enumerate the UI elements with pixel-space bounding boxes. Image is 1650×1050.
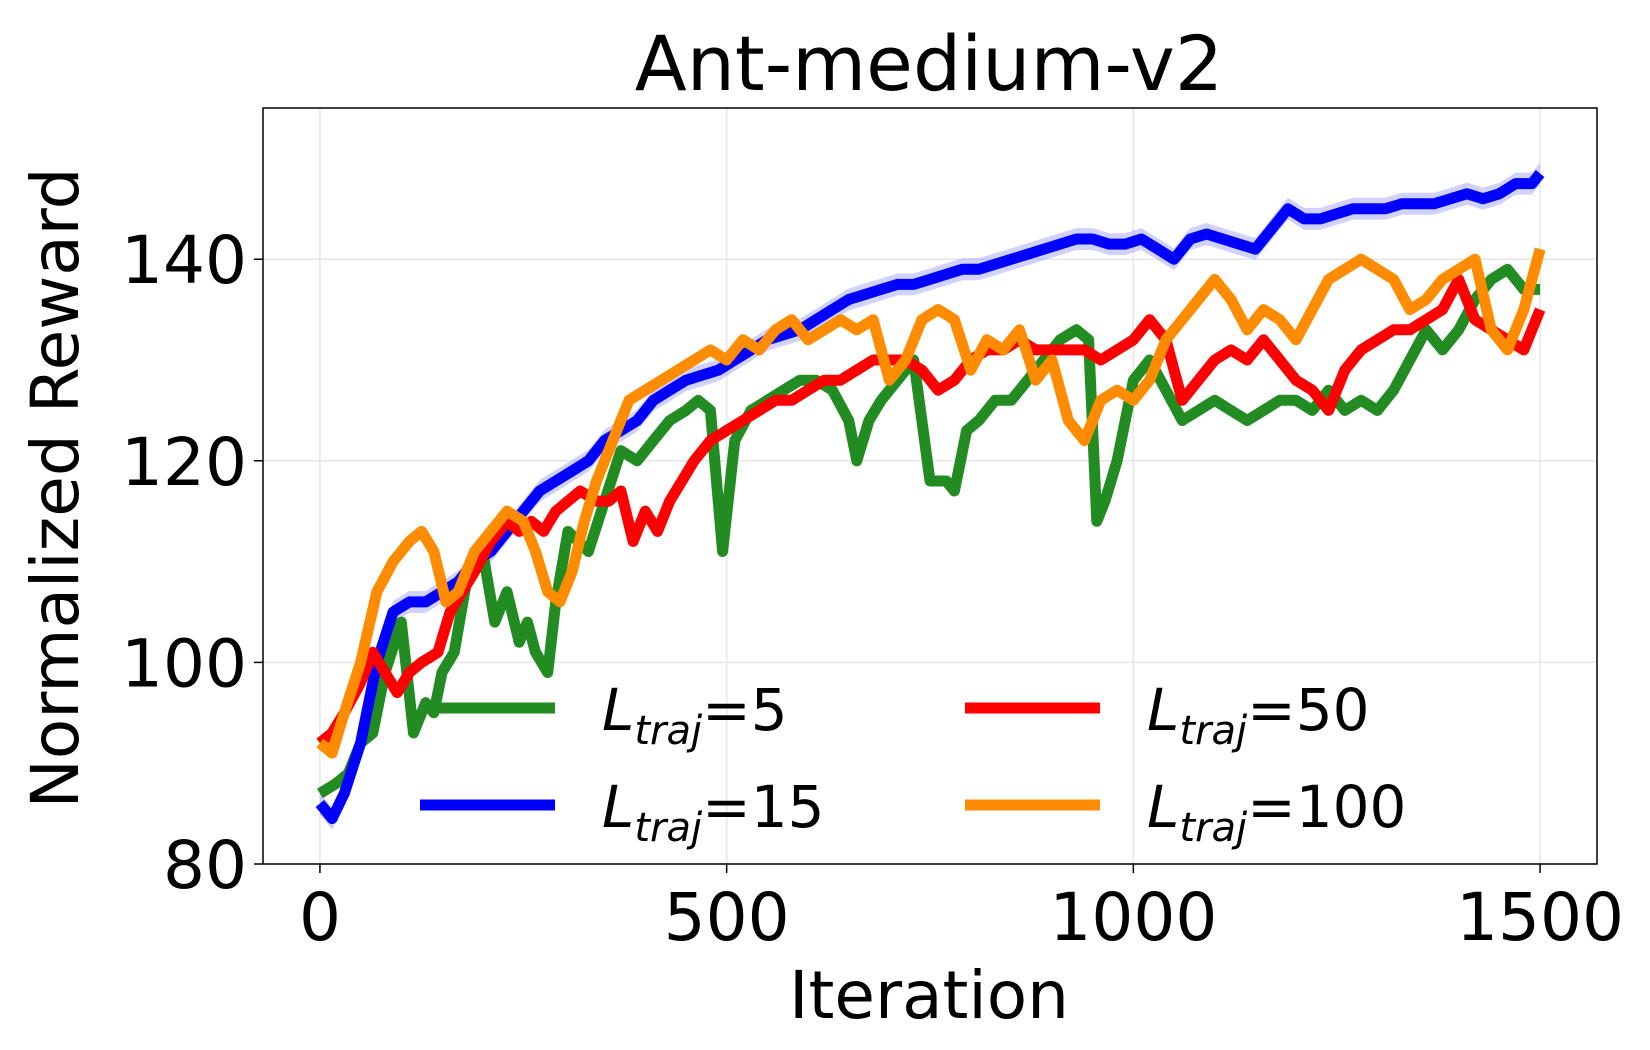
- x-axis-ticks: 0 500 1000 1500: [299, 864, 1624, 956]
- series-lines: [315, 170, 1546, 825]
- y-tick-label: 80: [163, 827, 247, 904]
- x-tick-label: 1000: [1049, 879, 1217, 956]
- plot-frame: [262, 107, 1598, 865]
- legend-entry-1: Ltraj=5: [420, 676, 788, 754]
- legend-label-main: L: [602, 773, 634, 841]
- y-tick-label: 100: [121, 625, 247, 702]
- series-line-1: [317, 263, 1541, 799]
- legend-label-main: L: [1147, 773, 1179, 841]
- chart-title: Ant-medium-v2: [635, 19, 1223, 108]
- x-axis-label: Iteration: [789, 957, 1069, 1034]
- x-tick-label: 500: [664, 879, 790, 956]
- legend-entry-2: Ltraj=15: [420, 773, 825, 851]
- legend-label: Ltraj=50: [1147, 676, 1370, 754]
- legend-label-main: L: [602, 676, 634, 744]
- legend-label: Ltraj=100: [1147, 773, 1406, 851]
- y-axis-label: Normalized Reward: [17, 167, 94, 808]
- legend-label-suffix: =50: [1247, 676, 1369, 744]
- x-tick-label: 0: [299, 879, 341, 956]
- legend-label: Ltraj=15: [602, 773, 825, 851]
- legend-entry-3: Ltraj=50: [965, 676, 1370, 754]
- legend-label: Ltraj=5: [602, 676, 788, 754]
- legend-entry-4: Ltraj=100: [965, 773, 1406, 851]
- series-line-4: [316, 247, 1546, 759]
- legend-label-suffix: =100: [1247, 773, 1406, 841]
- legend-label-subscript: traj: [634, 805, 703, 851]
- legend-label-subscript: traj: [1179, 805, 1248, 851]
- legend-label-subscript: traj: [1179, 708, 1248, 754]
- y-tick-label: 140: [121, 222, 247, 299]
- legend-label-suffix: =15: [702, 773, 824, 841]
- legend-label-subscript: traj: [634, 708, 703, 754]
- legend-label-suffix: =5: [702, 676, 788, 744]
- y-tick-label: 120: [121, 424, 247, 501]
- x-tick-label: 1500: [1456, 879, 1624, 956]
- y-axis-ticks: 80 100 120 140: [121, 222, 263, 904]
- legend-label-main: L: [1147, 676, 1179, 744]
